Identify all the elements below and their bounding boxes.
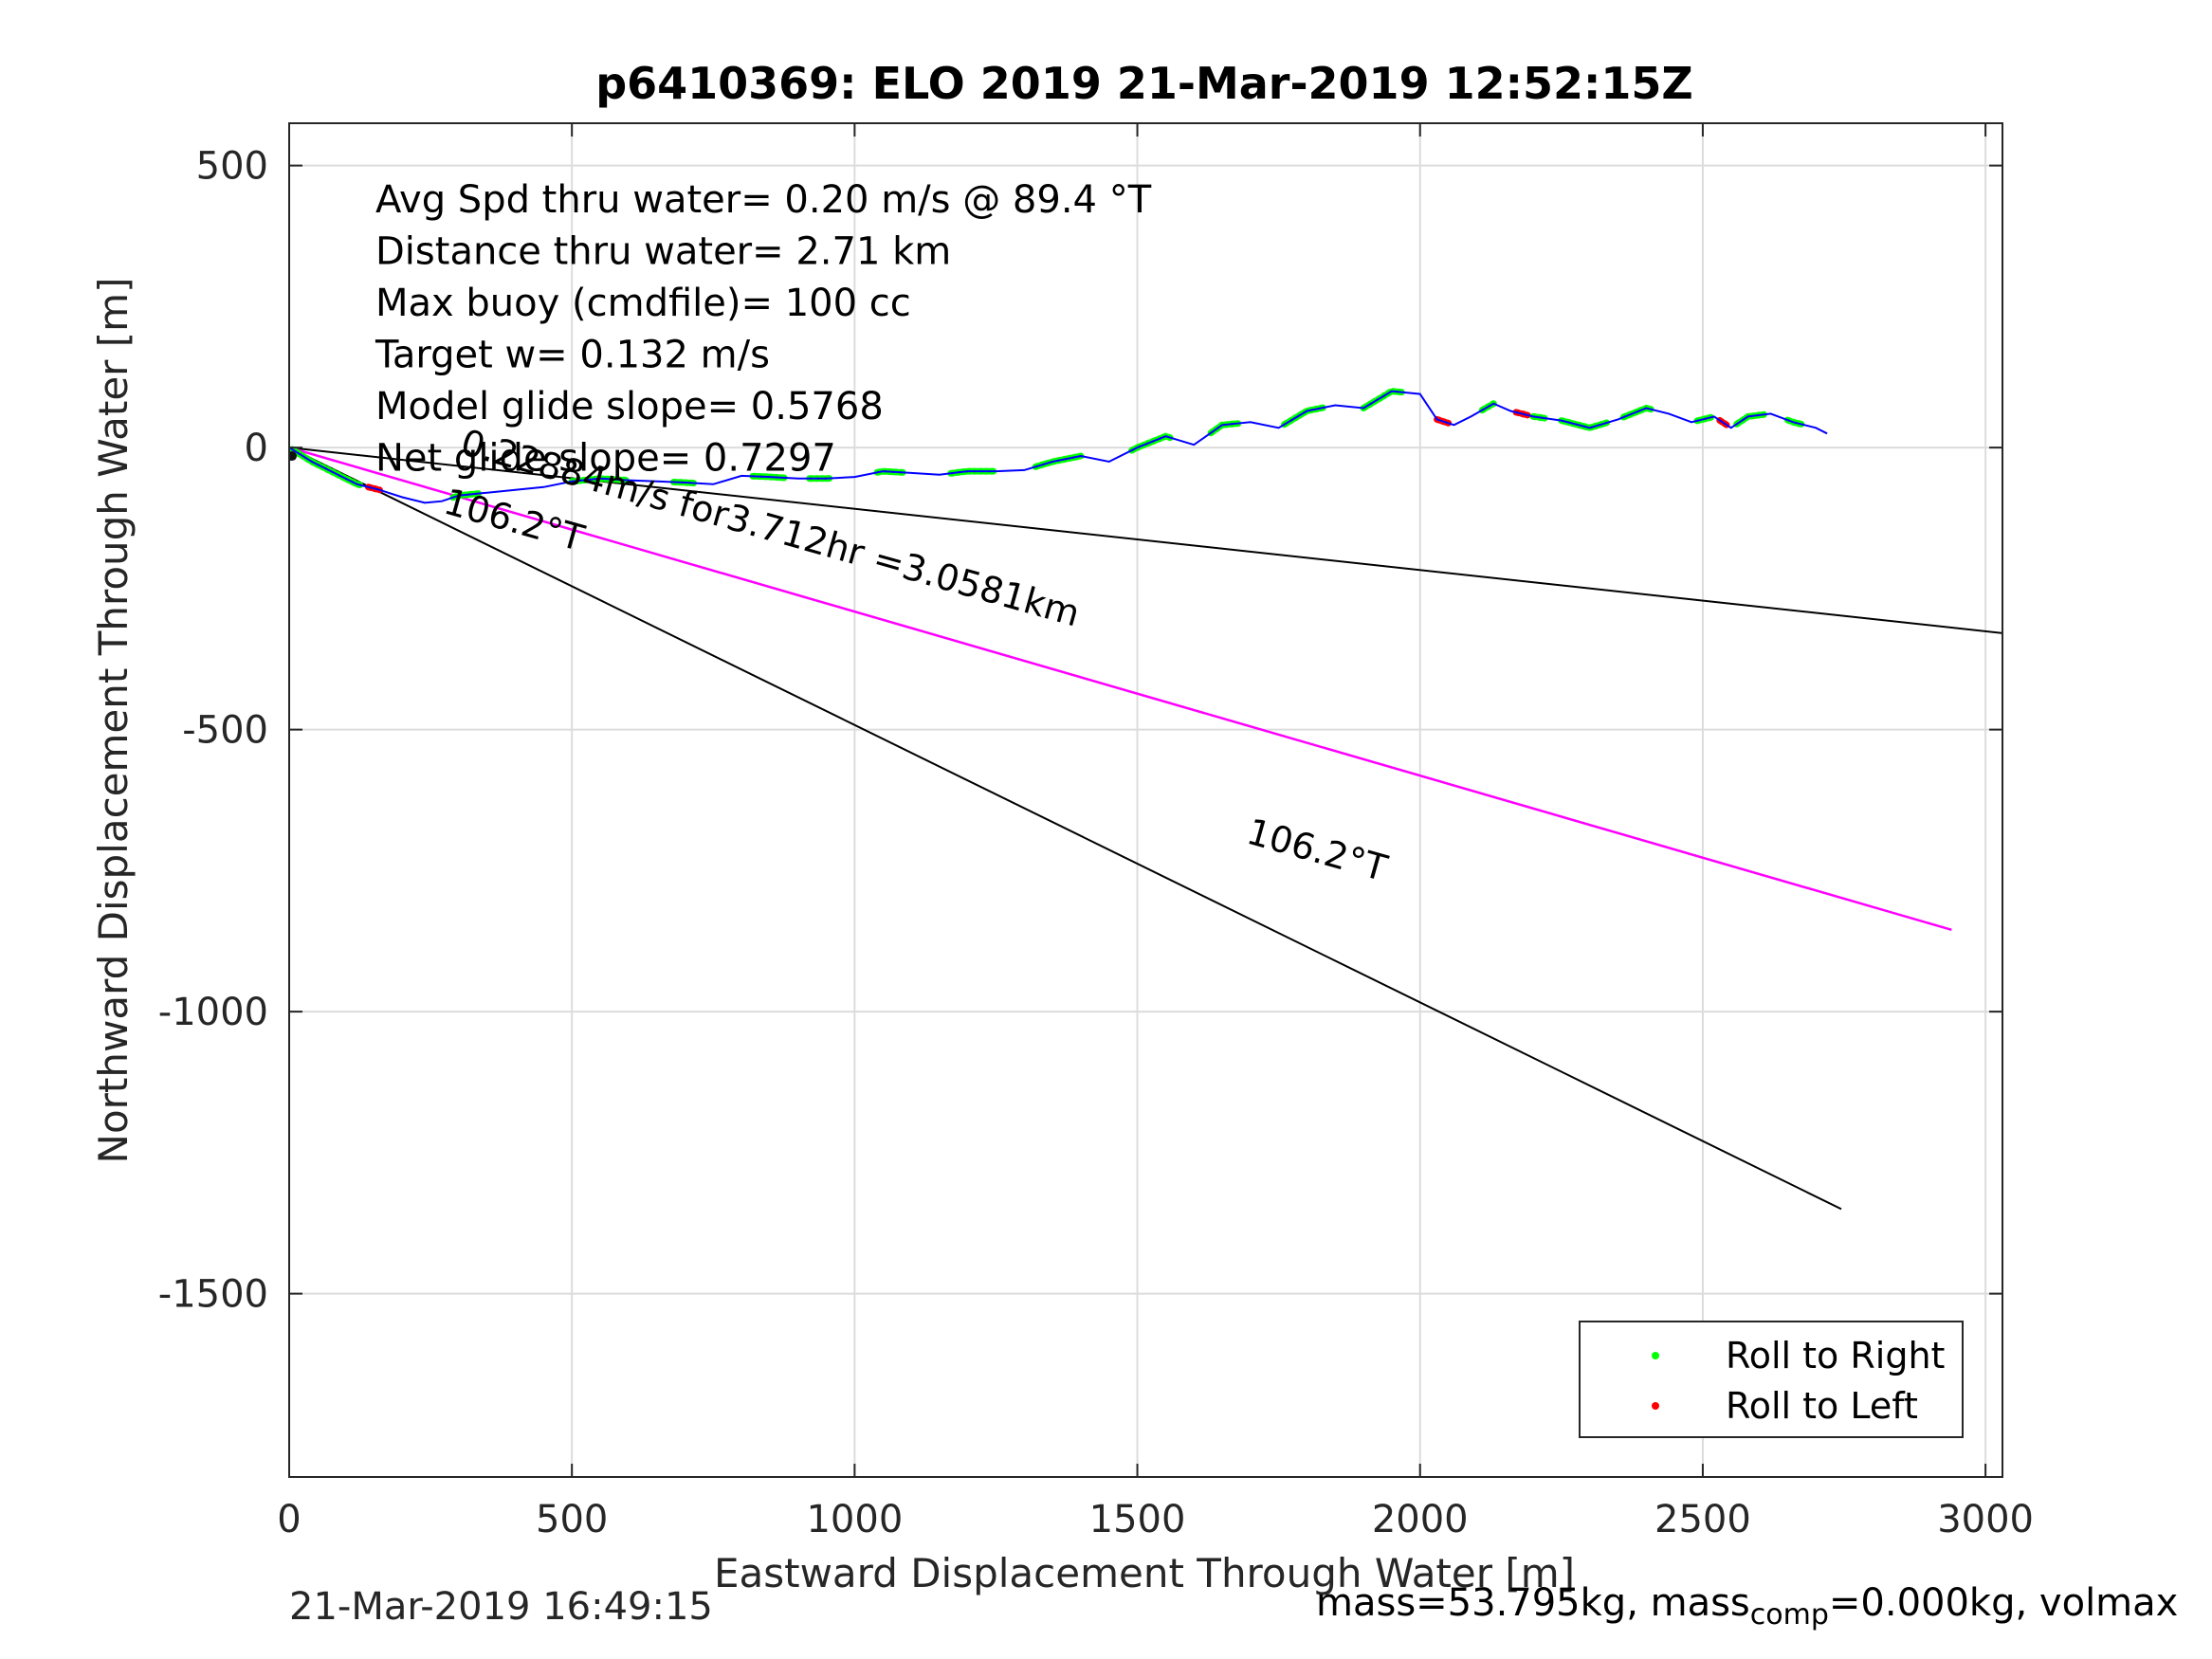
stats-line: Model glide slope= 0.5768 bbox=[375, 385, 884, 428]
track-start-point bbox=[289, 451, 297, 462]
y-tick-label: -1500 bbox=[158, 1273, 268, 1317]
series-group bbox=[289, 388, 2002, 1211]
x-tick-label: 1500 bbox=[1089, 1498, 1186, 1541]
track-line bbox=[289, 390, 1828, 504]
y-tick-label: 500 bbox=[196, 145, 268, 189]
axes-box bbox=[288, 122, 2003, 1478]
x-tick-label: 1000 bbox=[806, 1498, 903, 1541]
footer-mass-prefix: mass=53.795kg, mass bbox=[1316, 1581, 1750, 1625]
x-axis-label: Eastward Displacement Through Water [m] bbox=[714, 1550, 1575, 1596]
x-tick-label: 3000 bbox=[1937, 1498, 2034, 1541]
footer-mass-info: mass=53.795kg, masscomp=0.000kg, volmax bbox=[1316, 1581, 2178, 1632]
stats-line: Net glide slope= 0.7297 bbox=[375, 437, 836, 481]
legend: Roll to Right Roll to Left bbox=[1579, 1321, 1964, 1438]
stats-line: Distance thru water= 2.71 km bbox=[375, 230, 951, 274]
stats-line: Target w= 0.132 m/s bbox=[375, 334, 770, 377]
reference-line-magenta bbox=[289, 446, 1952, 932]
x-tick-label: 2500 bbox=[1654, 1498, 1751, 1541]
legend-label: Roll to Right bbox=[1726, 1335, 1945, 1376]
footer-mass-subscript: comp bbox=[1749, 1598, 1829, 1632]
legend-marker bbox=[1652, 1352, 1659, 1359]
x-tick-label: 0 bbox=[277, 1498, 301, 1541]
legend-label: Roll to Left bbox=[1726, 1385, 1918, 1427]
x-tick-label: 500 bbox=[536, 1498, 608, 1541]
stats-line: Max buoy (cmdfile)= 100 cc bbox=[375, 282, 911, 325]
stats-text: Avg Spd thru water= 0.20 m/s @ 89.4 °T Di… bbox=[375, 178, 1152, 481]
legend-marker bbox=[1652, 1402, 1659, 1410]
chart-title: p6410369: ELO 2019 21-Mar-2019 12:52:15Z bbox=[595, 58, 1693, 109]
y-tick-label: -1000 bbox=[158, 991, 268, 1034]
reference-line-black bbox=[289, 447, 1842, 1211]
y-tick-label: 0 bbox=[245, 427, 268, 470]
y-axis-label: Northward Displacement Through Water [m] bbox=[90, 278, 137, 1164]
x-tick-label: 2000 bbox=[1372, 1498, 1469, 1541]
grid bbox=[288, 123, 2002, 1477]
y-tick-label: -500 bbox=[182, 709, 268, 753]
footer-mass-suffix: =0.000kg, volmax bbox=[1828, 1581, 2179, 1625]
axes: 0 500 1000 1500 2000 2500 3000 500 0 -500 -1000 -15… bbox=[158, 122, 2034, 1541]
footer-timestamp: 21-Mar-2019 16:49:15 bbox=[289, 1585, 713, 1629]
legend-box bbox=[1579, 1321, 1964, 1438]
stats-line: Avg Spd thru water= 0.20 m/s @ 89.4 °T bbox=[375, 178, 1152, 222]
